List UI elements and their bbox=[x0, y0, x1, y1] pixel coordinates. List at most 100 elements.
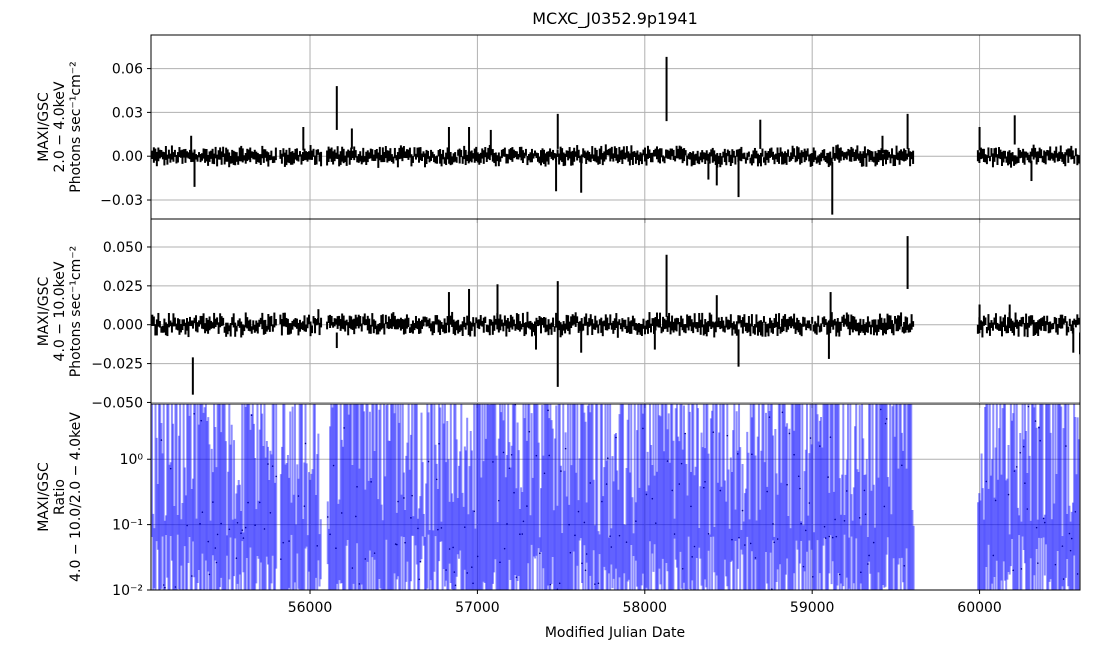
ratio-point bbox=[453, 571, 456, 573]
y-axis-label-line: MAXI/GSC bbox=[36, 92, 52, 162]
ratio-point bbox=[744, 544, 746, 546]
ratio-point bbox=[768, 416, 771, 418]
x-tick-label: 57000 bbox=[455, 600, 500, 616]
y-tick-label: −0.050 bbox=[91, 395, 143, 411]
ratio-point bbox=[684, 432, 686, 435]
data-layer bbox=[151, 404, 1080, 590]
ratio-point bbox=[228, 528, 231, 531]
x-tick-label: 59000 bbox=[790, 600, 835, 616]
ratio-point bbox=[823, 525, 826, 528]
ratio-point bbox=[215, 561, 218, 564]
y-tick-label: 0.000 bbox=[103, 318, 143, 334]
ratio-point bbox=[704, 481, 706, 483]
ratio-point bbox=[625, 541, 628, 543]
ratio-point bbox=[1074, 511, 1077, 513]
ratio-point bbox=[651, 497, 654, 500]
ratio-point bbox=[440, 527, 443, 529]
ratio-point bbox=[454, 584, 457, 587]
ratio-point bbox=[1042, 517, 1045, 520]
x-axis-label: Modified Julian Date bbox=[545, 625, 685, 641]
y-tick-label: −0.03 bbox=[100, 193, 143, 209]
ratio-point bbox=[464, 526, 466, 528]
ratio-point bbox=[707, 532, 710, 535]
y-tick-label: 0.03 bbox=[112, 105, 143, 121]
ratio-point bbox=[885, 418, 888, 420]
ratio-point bbox=[829, 436, 832, 438]
ratio-point bbox=[214, 547, 217, 549]
ratio-point bbox=[492, 461, 494, 463]
ratio-point bbox=[1062, 578, 1065, 580]
y-tick-label: −0.025 bbox=[91, 357, 143, 373]
ratio-point bbox=[341, 512, 343, 514]
ratio-point bbox=[445, 569, 447, 571]
ratio-point bbox=[373, 552, 376, 554]
ratio-point bbox=[515, 576, 518, 579]
ratio-point bbox=[680, 462, 683, 465]
y-tick-label: 0.06 bbox=[112, 62, 143, 78]
ratio-point bbox=[297, 495, 300, 497]
ratio-point bbox=[843, 519, 846, 522]
ratio-point bbox=[1020, 568, 1023, 570]
ratio-point bbox=[303, 505, 306, 507]
ratio-point bbox=[417, 527, 419, 530]
ratio-point bbox=[846, 490, 848, 492]
ratio-point bbox=[868, 554, 870, 557]
ratio-point bbox=[737, 453, 739, 455]
ratio-point bbox=[528, 430, 531, 433]
ratio-point bbox=[645, 493, 648, 496]
y-tick-label: 0.025 bbox=[103, 279, 143, 295]
ratio-point bbox=[673, 533, 676, 535]
ratio-point bbox=[247, 501, 249, 504]
ratio-point bbox=[655, 522, 657, 524]
ratio-point bbox=[250, 414, 253, 416]
ratio-point bbox=[690, 505, 692, 508]
ratio-point bbox=[549, 583, 552, 586]
ratio-point bbox=[828, 535, 831, 538]
ratio-point bbox=[410, 517, 412, 519]
ratio-point bbox=[280, 558, 282, 560]
ratio-point bbox=[355, 515, 357, 518]
ratio-point bbox=[992, 554, 995, 557]
ratio-point bbox=[609, 535, 611, 537]
panel-frame bbox=[150, 403, 1081, 591]
ratio-point bbox=[864, 513, 867, 516]
ratio-point bbox=[329, 533, 331, 536]
ratio-point bbox=[1065, 445, 1067, 447]
ratio-point bbox=[212, 501, 214, 503]
ratio-point bbox=[472, 582, 474, 585]
ratio-point bbox=[681, 567, 684, 570]
ratio-point bbox=[863, 489, 866, 492]
ratio-point bbox=[860, 571, 862, 574]
ratio-point bbox=[403, 497, 405, 499]
ratio-point bbox=[1026, 508, 1029, 510]
data-layer bbox=[151, 56, 1080, 215]
y-axis-label-line: Photons sec⁻¹cm⁻² bbox=[68, 246, 84, 378]
ratio-point bbox=[201, 511, 204, 514]
ratio-point bbox=[589, 482, 592, 484]
ratio-point bbox=[831, 536, 834, 539]
ratio-point bbox=[503, 547, 506, 550]
ratio-point bbox=[558, 582, 561, 585]
ratio-point bbox=[466, 572, 468, 574]
ratio-point bbox=[1054, 563, 1057, 566]
ratio-point bbox=[438, 442, 440, 445]
ratio-point bbox=[824, 537, 827, 539]
ratio-point bbox=[809, 437, 812, 439]
chart-title: MCXC_J0352.9p1941 bbox=[532, 9, 698, 29]
ratio-point bbox=[169, 467, 172, 470]
ratio-point bbox=[535, 454, 538, 457]
ratio-point bbox=[1037, 562, 1039, 564]
ratio-point bbox=[543, 472, 546, 475]
ratio-point bbox=[880, 408, 882, 411]
ratio-point bbox=[473, 510, 476, 513]
ratio-point bbox=[207, 540, 210, 543]
ratio-point bbox=[597, 582, 600, 585]
ratio-point bbox=[1007, 493, 1010, 496]
ratio-point bbox=[275, 475, 278, 478]
ratio-point bbox=[164, 586, 166, 589]
ratio-point bbox=[585, 553, 588, 555]
ratio-point bbox=[160, 439, 163, 441]
ratio-point bbox=[594, 583, 596, 585]
ratio-point bbox=[471, 566, 473, 568]
